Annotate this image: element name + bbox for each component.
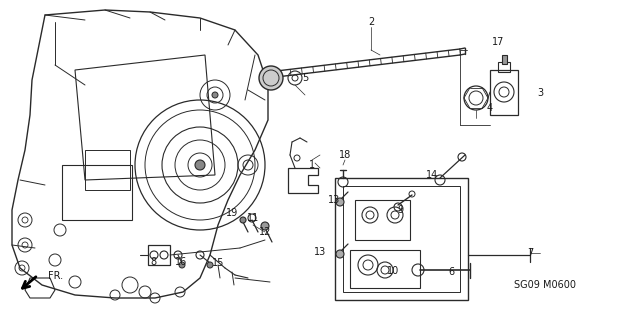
- Text: 4: 4: [487, 103, 493, 113]
- Circle shape: [259, 66, 283, 90]
- Text: 10: 10: [387, 266, 399, 276]
- Circle shape: [261, 222, 269, 230]
- Bar: [490, 70, 518, 115]
- Circle shape: [336, 250, 344, 258]
- Bar: [62, 165, 132, 220]
- Text: 11: 11: [247, 213, 259, 223]
- Text: 17: 17: [492, 37, 504, 47]
- Circle shape: [207, 262, 213, 268]
- Text: 1: 1: [309, 160, 315, 170]
- Text: SG09 M0600: SG09 M0600: [514, 280, 576, 290]
- Bar: [355, 200, 410, 240]
- Bar: [148, 245, 170, 265]
- Text: 15: 15: [212, 258, 224, 268]
- Bar: [350, 250, 420, 288]
- Text: 5: 5: [302, 73, 308, 83]
- Text: 6: 6: [448, 267, 454, 277]
- Text: FR.: FR.: [48, 271, 63, 281]
- Circle shape: [179, 262, 185, 268]
- Text: 12: 12: [259, 227, 271, 237]
- Text: 3: 3: [537, 88, 543, 98]
- Text: 13: 13: [328, 195, 340, 205]
- Text: 7: 7: [527, 248, 533, 258]
- Bar: [335, 178, 468, 300]
- Bar: [343, 186, 460, 292]
- Text: 9: 9: [397, 205, 403, 215]
- Text: 8: 8: [150, 257, 156, 267]
- Text: 13: 13: [314, 247, 326, 257]
- Circle shape: [212, 92, 218, 98]
- Text: 19: 19: [226, 208, 238, 218]
- Bar: [498, 62, 510, 72]
- Text: 18: 18: [339, 150, 351, 160]
- Text: 2: 2: [368, 17, 374, 27]
- Circle shape: [336, 198, 344, 206]
- Circle shape: [195, 160, 205, 170]
- Text: 16: 16: [175, 257, 187, 267]
- Circle shape: [240, 217, 246, 223]
- Bar: [85, 150, 130, 190]
- Bar: [502, 55, 507, 64]
- Text: 14: 14: [426, 170, 438, 180]
